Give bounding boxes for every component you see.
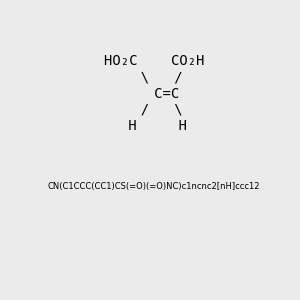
- Text: HO₂C    CO₂H
  \   /
   C=C
  /   \
 H     H: HO₂C CO₂H \ / C=C / \ H H: [103, 54, 204, 133]
- Text: CN(C1CCC(CC1)CS(=O)(=O)NC)c1ncnc2[nH]ccc12: CN(C1CCC(CC1)CS(=O)(=O)NC)c1ncnc2[nH]ccc…: [47, 182, 260, 191]
